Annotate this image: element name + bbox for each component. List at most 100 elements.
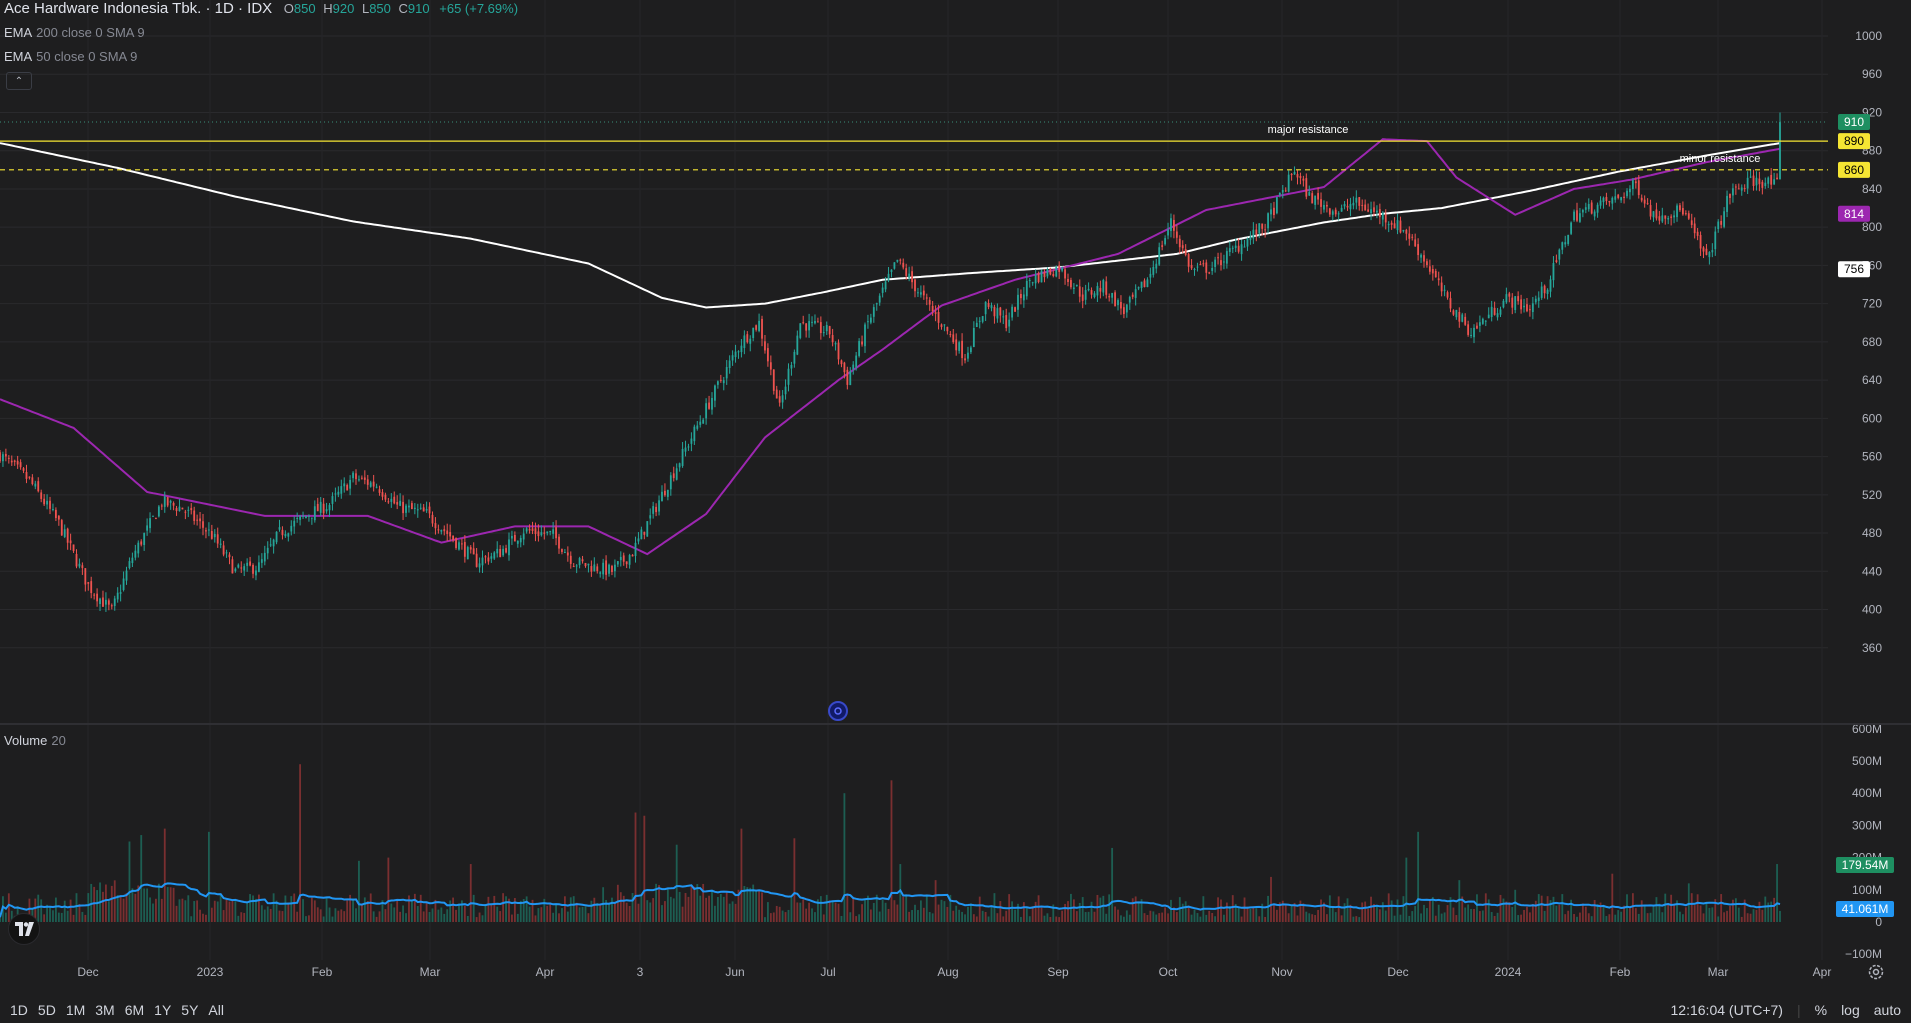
volume-bar bbox=[1496, 912, 1499, 922]
candle-body bbox=[469, 547, 472, 550]
volume-bar bbox=[225, 899, 228, 922]
tradingview-logo-icon[interactable] bbox=[8, 913, 40, 945]
volume-bar bbox=[213, 900, 216, 922]
volume-bar bbox=[1708, 907, 1711, 922]
volume-bar bbox=[990, 905, 993, 922]
collapse-legend-button[interactable]: ⌃ bbox=[6, 72, 32, 90]
volume-bar bbox=[116, 895, 119, 922]
candle-body bbox=[908, 273, 911, 278]
percent-toggle[interactable]: % bbox=[1814, 1002, 1828, 1018]
candle-body bbox=[90, 581, 93, 594]
volume-sma-tag-text: 41.061M bbox=[1842, 902, 1889, 916]
candle-body bbox=[337, 491, 340, 495]
volume-bar bbox=[690, 885, 693, 922]
volume-bar bbox=[646, 900, 649, 922]
candle-body bbox=[172, 502, 175, 506]
candle-body bbox=[1155, 263, 1158, 269]
candle-body bbox=[596, 566, 599, 572]
range-all[interactable]: All bbox=[208, 1002, 224, 1018]
open-label: O bbox=[283, 1, 294, 16]
volume-bar bbox=[263, 909, 266, 922]
candle-body bbox=[213, 533, 216, 538]
volume-bar bbox=[119, 896, 122, 922]
volume-bar bbox=[1340, 915, 1343, 922]
candle-body bbox=[43, 498, 46, 505]
volume-bar bbox=[408, 895, 410, 922]
candle-body bbox=[1393, 223, 1396, 229]
volume-bar bbox=[390, 903, 393, 922]
clock-timezone[interactable]: 12:16:04 (UTC+7) bbox=[1670, 1002, 1783, 1018]
volume-bar bbox=[1278, 902, 1281, 922]
price-axis[interactable]: 1000960920880840800760720680640600560520… bbox=[1845, 29, 1882, 961]
candle-body bbox=[555, 527, 557, 539]
annotation-label[interactable]: major resistance bbox=[1268, 124, 1349, 136]
range-5y[interactable]: 5Y bbox=[181, 1002, 199, 1018]
chart-canvas[interactable]: major resistance minor resistance 1000 960… bbox=[0, 0, 1911, 1000]
volume-bar bbox=[552, 912, 555, 922]
candle-body bbox=[296, 517, 299, 519]
time-axis[interactable]: Dec 2023 Feb Mar Apr 3 Jun Jul Aug Sep Oct Nov Dec 20… bbox=[77, 965, 1831, 979]
range-1m[interactable]: 1M bbox=[65, 1002, 86, 1018]
symbol-title[interactable]: Ace Hardware Indonesia Tbk. · 1D · IDX bbox=[4, 0, 273, 17]
candle-body bbox=[1102, 279, 1105, 293]
candle-body bbox=[702, 419, 705, 424]
range-1y[interactable]: 1Y bbox=[154, 1002, 172, 1018]
candle-body bbox=[716, 381, 719, 385]
candle-body bbox=[381, 492, 384, 497]
volume-bar bbox=[864, 900, 866, 922]
candle-body bbox=[528, 528, 531, 531]
volume-legend[interactable]: Volume 20 bbox=[4, 733, 66, 748]
annotation-label[interactable]: minor resistance bbox=[1680, 153, 1761, 165]
candle-body bbox=[1690, 220, 1693, 225]
volume-bar bbox=[1017, 903, 1019, 922]
volume-bar bbox=[619, 892, 622, 922]
volume-bar bbox=[1726, 910, 1728, 922]
candle-body bbox=[858, 341, 861, 356]
auto-toggle[interactable]: auto bbox=[1873, 1002, 1901, 1018]
toolbar-divider: | bbox=[1796, 1002, 1801, 1018]
volume-bar bbox=[1540, 895, 1543, 922]
candle-body bbox=[955, 339, 958, 351]
candle-body bbox=[1646, 203, 1649, 205]
candle-body bbox=[1211, 267, 1214, 271]
candle-body bbox=[190, 508, 193, 511]
candle-body bbox=[690, 438, 693, 444]
log-toggle[interactable]: log bbox=[1841, 1002, 1860, 1018]
candle-body bbox=[1120, 302, 1122, 309]
candle-body bbox=[584, 562, 587, 567]
range-5d[interactable]: 5D bbox=[37, 1002, 56, 1018]
indicator-ema200-legend[interactable]: EMA 200 close 0 SMA 9 bbox=[4, 25, 145, 40]
candle-body bbox=[778, 396, 781, 403]
indicator-ema50-legend[interactable]: EMA 50 close 0 SMA 9 bbox=[4, 49, 137, 64]
gear-icon[interactable] bbox=[1866, 962, 1886, 982]
volume-bar bbox=[490, 904, 493, 922]
candle-body bbox=[1264, 229, 1267, 231]
volume-bar bbox=[1061, 910, 1064, 922]
range-6m[interactable]: 6M bbox=[124, 1002, 145, 1018]
volume-bar bbox=[1308, 913, 1311, 922]
volume-bar bbox=[1393, 915, 1396, 922]
candle-body bbox=[1743, 188, 1746, 190]
candle-body bbox=[175, 508, 178, 511]
candle-body bbox=[1152, 266, 1155, 275]
event-marker-icon[interactable] bbox=[828, 701, 848, 721]
volume-bar bbox=[1208, 910, 1211, 922]
volume-bar bbox=[475, 917, 478, 922]
candle-body bbox=[1249, 236, 1252, 241]
candle-body bbox=[1199, 264, 1202, 266]
candle-body bbox=[1428, 266, 1431, 272]
range-1d[interactable]: 1D bbox=[10, 1002, 28, 1018]
candle-body bbox=[522, 533, 525, 540]
candle-body bbox=[134, 550, 137, 558]
volume-bar bbox=[1690, 893, 1693, 922]
range-3m[interactable]: 3M bbox=[95, 1002, 115, 1018]
volume-bar bbox=[1028, 916, 1031, 922]
candle-body bbox=[349, 479, 352, 489]
resistance-levels[interactable]: major resistance minor resistance bbox=[0, 121, 1828, 171]
volume-bar bbox=[1087, 911, 1090, 922]
volume-bar bbox=[563, 896, 566, 922]
candle-body bbox=[1308, 192, 1311, 196]
volume-bar bbox=[322, 916, 325, 922]
volume-bar bbox=[461, 900, 463, 922]
candle-body bbox=[1034, 274, 1037, 284]
